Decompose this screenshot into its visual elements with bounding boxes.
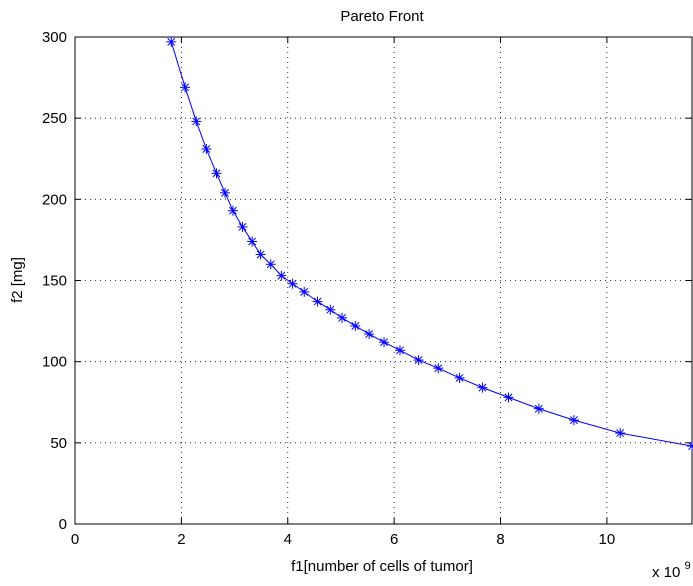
data-point-marker: [299, 286, 310, 297]
marker-stroke: [504, 393, 513, 402]
data-point-marker: [219, 187, 230, 198]
y-axis-title: f2 [mg]: [9, 257, 26, 303]
data-point-marker: [325, 304, 336, 315]
data-point-marker: [337, 312, 348, 323]
marker-stroke: [288, 279, 297, 288]
y-tick-label: 250: [42, 110, 67, 127]
y-tick-label: 150: [42, 273, 67, 290]
marker-stroke: [414, 356, 423, 364]
marker-stroke: [167, 37, 176, 46]
marker-stroke: [380, 338, 388, 347]
series-line: [170, 41, 693, 447]
marker-stroke: [256, 250, 265, 259]
marker-stroke: [365, 330, 374, 339]
x-axis-exponent-base: x 10: [652, 564, 680, 581]
data-point-marker: [364, 329, 375, 340]
data-point-marker: [237, 221, 248, 232]
marker-stroke: [569, 416, 578, 425]
data-point-marker: [379, 337, 390, 348]
x-tick-label: 4: [284, 531, 292, 548]
data-point-marker: [211, 168, 222, 179]
marker-stroke: [455, 373, 464, 382]
marker-stroke: [192, 117, 201, 126]
data-point-marker: [615, 428, 626, 439]
data-point-marker: [433, 363, 444, 374]
data-point-marker: [503, 392, 514, 403]
marker-stroke: [338, 313, 346, 322]
marker-stroke: [202, 145, 211, 153]
marker-stroke: [351, 321, 360, 330]
marker-stroke: [277, 271, 286, 280]
marker-stroke: [616, 429, 625, 438]
data-point-marker: [287, 278, 298, 289]
data-point-marker: [276, 270, 287, 281]
grid-layer: [75, 37, 692, 524]
x-tick-label: 8: [496, 531, 504, 548]
marker-stroke: [478, 383, 487, 392]
data-point-marker: [201, 144, 212, 155]
y-tick-label: 200: [42, 191, 67, 208]
marker-stroke: [221, 188, 229, 197]
marker-stroke: [313, 297, 322, 306]
marker-stroke: [534, 404, 543, 413]
y-tick-label: 0: [59, 516, 67, 533]
data-point-marker: [413, 355, 424, 366]
x-tick-label: 0: [71, 531, 79, 548]
data-point-marker: [533, 403, 544, 414]
marker-stroke: [434, 364, 443, 373]
x-tick-label: 2: [177, 531, 185, 548]
y-tick-label: 300: [42, 29, 67, 46]
x-axis-exponent: x 10 9: [652, 560, 691, 581]
marker-stroke: [396, 346, 404, 355]
chart-title: Pareto Front: [340, 8, 424, 25]
y-tick-label: 100: [42, 354, 67, 371]
data-point-marker: [227, 205, 238, 216]
x-axis-exponent-power: 9: [685, 560, 691, 572]
data-point-marker: [687, 441, 693, 452]
marker-stroke: [238, 222, 247, 231]
marker-stroke: [181, 83, 190, 92]
marker-stroke: [212, 169, 221, 178]
x-tick-label: 6: [390, 531, 398, 548]
x-axis-title: f1[number of cells of tumor]: [291, 558, 473, 575]
marker-stroke: [229, 206, 237, 215]
data-point-marker: [312, 296, 323, 307]
data-point-marker: [191, 116, 202, 127]
x-tick-label: 10: [599, 531, 616, 548]
marker-stroke: [326, 305, 335, 314]
data-point-marker: [255, 249, 266, 260]
data-point-marker: [477, 382, 488, 393]
data-point-marker: [166, 36, 177, 47]
data-point-marker: [180, 82, 191, 93]
marker-stroke: [300, 287, 309, 296]
data-point-marker: [394, 345, 405, 356]
marker-stroke: [248, 237, 257, 246]
series-layer: [166, 36, 693, 452]
marker-stroke: [266, 260, 275, 269]
data-point-marker: [265, 259, 276, 270]
data-point-marker: [247, 236, 258, 247]
y-tick-label: 50: [50, 435, 67, 452]
data-point-marker: [568, 415, 579, 426]
data-point-marker: [454, 372, 465, 383]
data-point-marker: [350, 320, 361, 331]
marker-stroke: [688, 444, 693, 451]
